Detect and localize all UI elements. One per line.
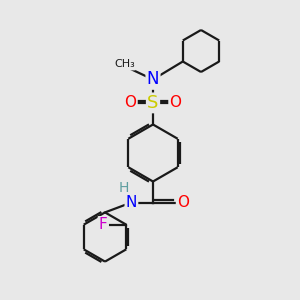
Text: O: O: [169, 95, 181, 110]
Text: CH₃: CH₃: [114, 59, 135, 70]
Text: O: O: [177, 195, 189, 210]
Text: N: N: [147, 70, 159, 88]
Text: H: H: [119, 182, 129, 195]
Text: N: N: [126, 195, 137, 210]
Text: F: F: [99, 217, 108, 232]
Text: O: O: [124, 95, 136, 110]
Text: S: S: [147, 94, 159, 112]
